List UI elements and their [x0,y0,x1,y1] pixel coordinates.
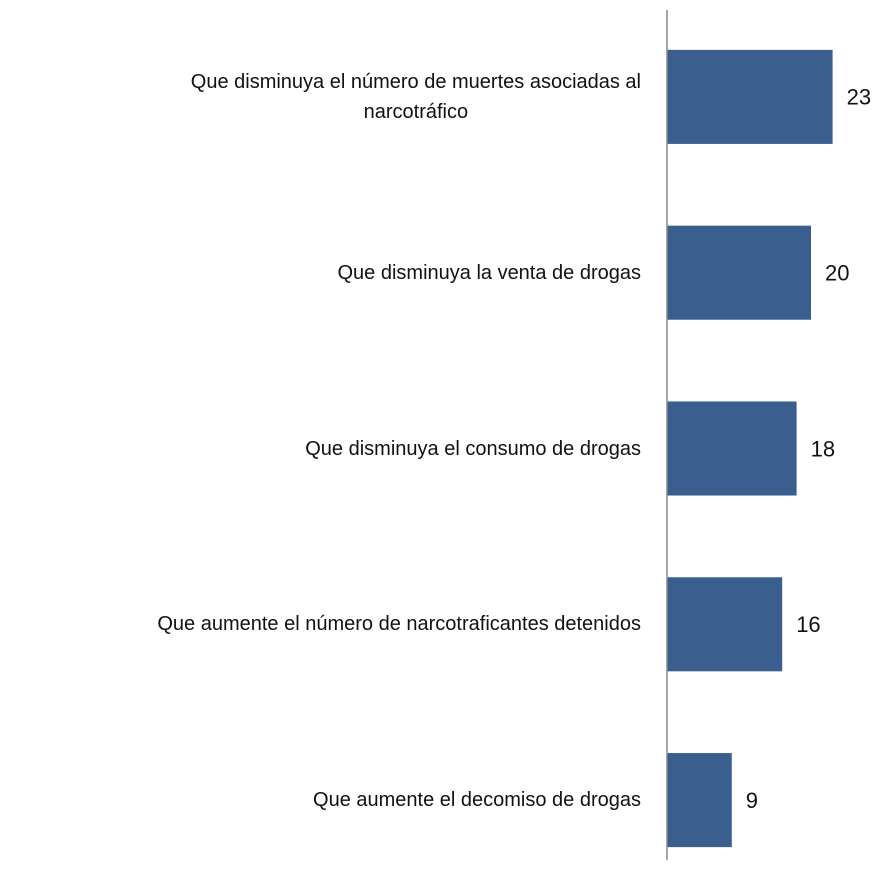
category-label: Que disminuya el consumo de drogas [305,437,641,460]
bar [667,225,811,320]
category-label: Que disminuya la venta de drogas [337,261,641,284]
category-label: Que disminuya el número de muertes asoci… [190,70,641,123]
category-label: Que aumente el decomiso de drogas [313,789,641,812]
value-label: 16 [796,612,820,637]
category-label: Que aumente el número de narcotraficante… [157,613,641,636]
value-label: 23 [847,85,871,110]
bar [667,753,732,848]
bar [667,401,797,496]
value-label: 18 [811,436,835,461]
value-label: 9 [746,788,758,813]
value-label: 20 [825,261,849,286]
bar [667,577,783,672]
bar [667,49,833,144]
